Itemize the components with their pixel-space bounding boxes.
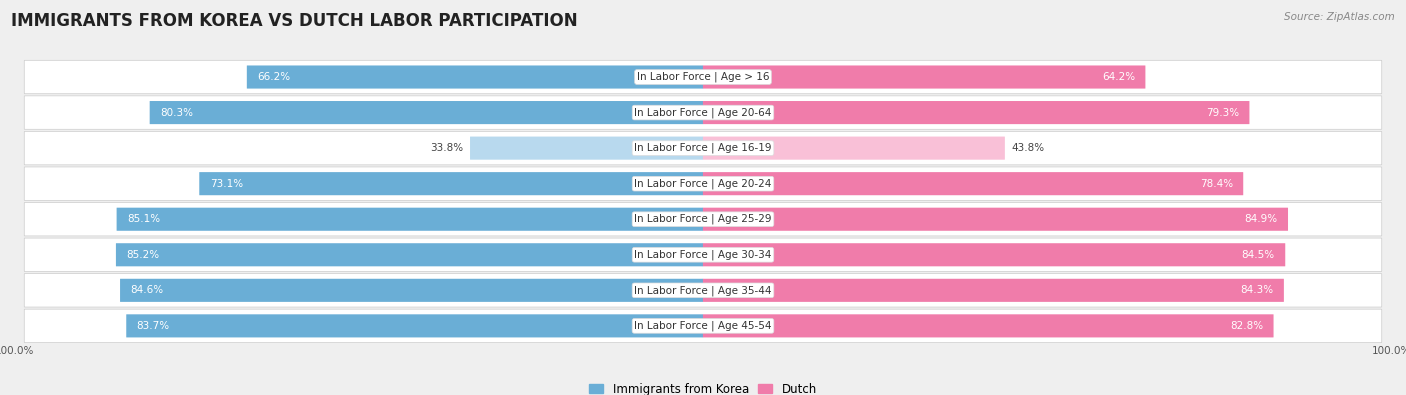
FancyBboxPatch shape	[703, 208, 1288, 231]
Text: In Labor Force | Age 20-24: In Labor Force | Age 20-24	[634, 179, 772, 189]
Text: 73.1%: 73.1%	[209, 179, 243, 189]
Text: 85.2%: 85.2%	[127, 250, 159, 260]
FancyBboxPatch shape	[703, 66, 1146, 88]
Text: 83.7%: 83.7%	[136, 321, 170, 331]
Text: In Labor Force | Age > 16: In Labor Force | Age > 16	[637, 72, 769, 82]
Text: In Labor Force | Age 35-44: In Labor Force | Age 35-44	[634, 285, 772, 295]
Text: In Labor Force | Age 25-29: In Labor Force | Age 25-29	[634, 214, 772, 224]
FancyBboxPatch shape	[117, 208, 703, 231]
FancyBboxPatch shape	[200, 172, 703, 195]
FancyBboxPatch shape	[24, 203, 1382, 236]
Text: 85.1%: 85.1%	[127, 214, 160, 224]
Text: In Labor Force | Age 30-34: In Labor Force | Age 30-34	[634, 250, 772, 260]
FancyBboxPatch shape	[703, 314, 1274, 337]
FancyBboxPatch shape	[24, 132, 1382, 165]
Text: 64.2%: 64.2%	[1102, 72, 1135, 82]
FancyBboxPatch shape	[24, 309, 1382, 342]
FancyBboxPatch shape	[247, 66, 703, 88]
Text: 66.2%: 66.2%	[257, 72, 291, 82]
FancyBboxPatch shape	[703, 279, 1284, 302]
Text: Source: ZipAtlas.com: Source: ZipAtlas.com	[1284, 12, 1395, 22]
Text: 78.4%: 78.4%	[1199, 179, 1233, 189]
Text: 84.6%: 84.6%	[131, 285, 163, 295]
FancyBboxPatch shape	[703, 137, 1005, 160]
Legend: Immigrants from Korea, Dutch: Immigrants from Korea, Dutch	[585, 378, 821, 395]
FancyBboxPatch shape	[470, 137, 703, 160]
Text: 84.3%: 84.3%	[1240, 285, 1274, 295]
Text: 82.8%: 82.8%	[1230, 321, 1263, 331]
Text: 79.3%: 79.3%	[1206, 107, 1239, 118]
Text: In Labor Force | Age 16-19: In Labor Force | Age 16-19	[634, 143, 772, 153]
FancyBboxPatch shape	[149, 101, 703, 124]
FancyBboxPatch shape	[120, 279, 703, 302]
Text: 84.5%: 84.5%	[1241, 250, 1275, 260]
Text: In Labor Force | Age 20-64: In Labor Force | Age 20-64	[634, 107, 772, 118]
Text: 43.8%: 43.8%	[1012, 143, 1045, 153]
Text: In Labor Force | Age 45-54: In Labor Force | Age 45-54	[634, 321, 772, 331]
FancyBboxPatch shape	[127, 314, 703, 337]
Text: IMMIGRANTS FROM KOREA VS DUTCH LABOR PARTICIPATION: IMMIGRANTS FROM KOREA VS DUTCH LABOR PAR…	[11, 12, 578, 30]
FancyBboxPatch shape	[703, 243, 1285, 266]
FancyBboxPatch shape	[24, 238, 1382, 271]
FancyBboxPatch shape	[24, 167, 1382, 200]
FancyBboxPatch shape	[24, 60, 1382, 94]
FancyBboxPatch shape	[115, 243, 703, 266]
FancyBboxPatch shape	[703, 172, 1243, 195]
Text: 33.8%: 33.8%	[430, 143, 463, 153]
Text: 84.9%: 84.9%	[1244, 214, 1278, 224]
FancyBboxPatch shape	[703, 101, 1250, 124]
FancyBboxPatch shape	[24, 274, 1382, 307]
FancyBboxPatch shape	[24, 96, 1382, 129]
Text: 80.3%: 80.3%	[160, 107, 193, 118]
